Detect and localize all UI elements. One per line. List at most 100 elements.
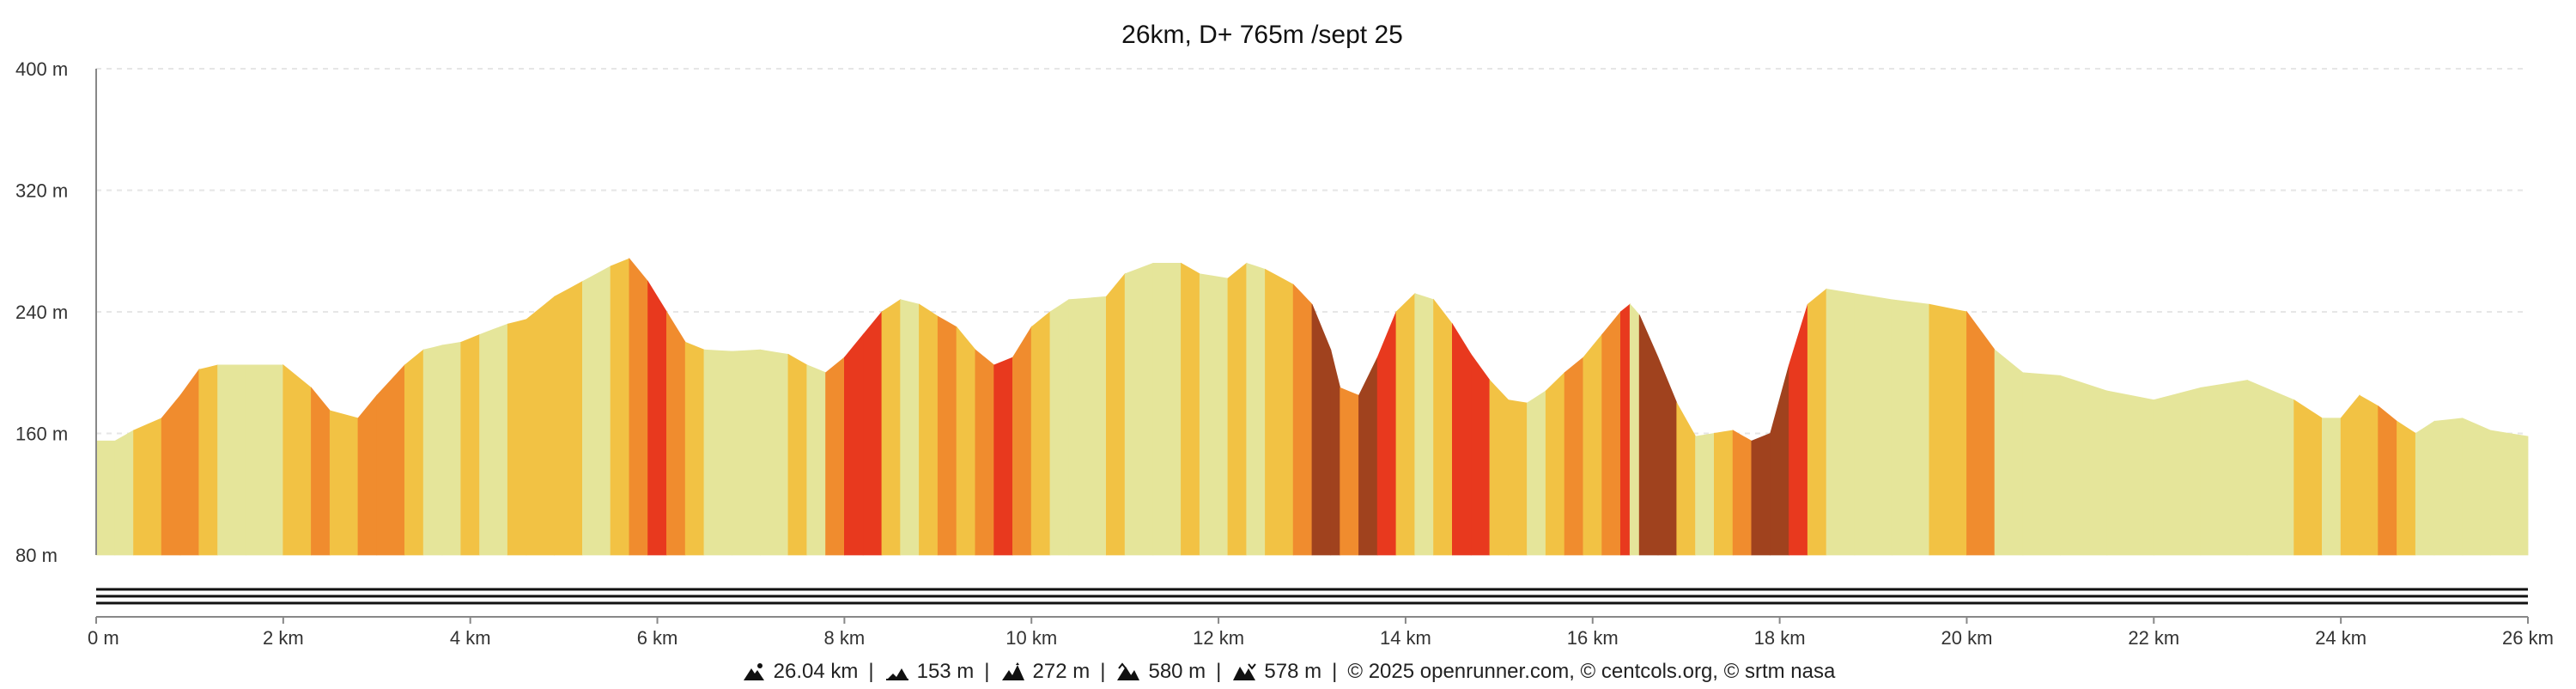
x-tick-label: 0 m [88,627,119,649]
profile-segment-gentle [1489,379,1510,556]
profile-segment-gentle [404,349,424,556]
profile-segment-moderate [1601,310,1621,556]
profile-segment-gentle [460,333,480,556]
profile-segment-flat [2106,390,2154,556]
profile-segment-flat [1891,299,1930,556]
profile-segment-flat [900,299,920,556]
profile-segment-moderate [629,257,648,556]
x-tick-label: 16 km [1567,627,1619,649]
profile-segment-flat [1695,433,1715,556]
profile-segment-flat [114,430,135,556]
profile-segment-moderate [1292,284,1313,556]
x-tick-label: 26 km [2502,627,2554,649]
x-tick-label: 12 km [1193,627,1244,649]
profile-segment-moderate [937,315,957,556]
min-altitude-icon [885,668,908,680]
profile-segment-moderate [1012,326,1032,556]
profile-segment-flat [732,349,761,556]
profile-segment-steep [1452,322,1472,556]
separator: | [984,660,990,683]
x-tick-label: 10 km [1005,627,1057,649]
profile-segment-flat [1124,262,1154,556]
profile-segment-flat [217,364,246,556]
route-summary: 26.04 km | 153 m | 272 m | 580 m | 578 m… [0,655,2576,689]
x-tick-label: 4 km [450,627,491,649]
profile-segment-gentle [507,319,527,556]
profile-segment-flat [245,364,284,556]
separator: | [1332,660,1338,683]
profile-segment-flat [2321,418,2342,556]
profile-segment-gentle [610,258,630,556]
profile-segment-flat [760,349,789,556]
profile-segment-flat [422,344,443,556]
profile-segment-gentle [1583,333,1603,556]
x-tick-label: 2 km [263,627,304,649]
profile-segment-flat [2462,418,2491,556]
profile-segment-very_steep [1638,314,1659,556]
profile-segment-moderate [2378,405,2397,556]
separator: | [868,660,874,683]
profile-segment-steep [1620,303,1631,556]
profile-segment-gentle [956,326,976,556]
x-tick-label: 20 km [1941,627,1993,649]
profile-segment-moderate [376,363,405,556]
profile-segment-flat [2200,380,2248,556]
track-band [96,588,2528,605]
profile-segment-flat [806,364,826,556]
profile-segment-flat [95,440,116,556]
profile-segment-steep [993,357,1013,556]
separator: | [1100,660,1106,683]
profile-segment-flat [1152,262,1182,556]
profile-segment-gentle [2340,394,2360,556]
x-tick-label: 24 km [2315,627,2366,649]
profile-segment-moderate [666,310,686,556]
elevation-profile [95,257,2529,556]
profile-segment-flat [582,265,611,556]
x-tick-label: 14 km [1380,627,1431,649]
profile-segment-gentle [1545,371,1565,556]
profile-segment-moderate [1732,430,1753,556]
chart-title: 26km, D+ 765m /sept 25 [1121,21,1403,49]
profile-segment-flat [2415,420,2435,556]
y-tick-label: 80 m [15,545,58,566]
profile-segment-flat [2153,387,2202,556]
profile-segment-flat [1527,390,1546,556]
profile-segment-flat [1246,262,1266,556]
profile-segment-gentle [526,296,556,556]
profile-segment-gentle [283,364,312,556]
profile-segment-flat [1414,293,1434,556]
max-altitude-icon [1001,662,1024,680]
profile-segment-flat [2433,418,2464,556]
profile-segment-steep [862,310,883,556]
profile-segment-gentle [329,410,359,556]
profile-segment-gentle [2397,420,2416,556]
profile-segment-flat [2022,372,2061,556]
profile-segment-flat [1826,289,1856,556]
profile-segment-very_steep [1770,364,1789,556]
profile-segment-steep [1470,353,1491,556]
x-axis-ticks: 0 m 2 km 4 km 6 km 8 km 10 km 12 km 14 km 16 km 1… [88,617,2554,649]
y-axis-ticks: 80 m 160 m 240 m 320 m 400 m [15,58,68,566]
descent-icon [1233,663,1257,680]
profile-segment-very_steep [1751,432,1771,556]
profile-segment-very_steep [1358,357,1378,556]
profile-segment-steep [1789,304,1808,556]
ascent-value: 580 m [1148,660,1206,683]
y-tick-label: 240 m [15,302,68,323]
profile-segment-moderate [1564,357,1584,556]
profile-segment-gentle [1433,298,1453,556]
profile-segment-flat [2059,375,2108,556]
profile-segment-flat [1629,303,1640,556]
profile-segment-moderate [1340,387,1359,556]
profile-segment-flat [441,341,462,556]
profile-segment-gentle [787,353,808,556]
profile-segment-gentle [1714,430,1734,556]
profile-segment-moderate [975,349,995,556]
profile-segment-gentle [1508,399,1528,556]
distance-value: 26.04 km [773,660,859,683]
profile-segment-gentle [198,364,219,556]
profile-segment-gentle [2293,399,2323,556]
y-tick-label: 160 m [15,424,68,445]
profile-segment-flat [1199,273,1229,556]
profile-segment-gentle [1227,262,1248,556]
